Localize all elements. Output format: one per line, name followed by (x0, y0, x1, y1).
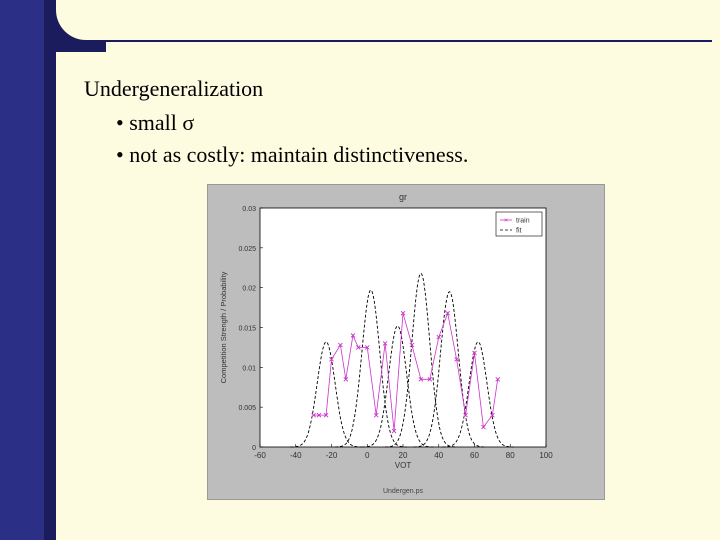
train-point (338, 342, 343, 348)
figure-caption: Undergen.ps (383, 488, 424, 495)
y-tick-label: 0.015 (238, 326, 256, 333)
train-point (343, 376, 349, 382)
y-tick-label: 0 (252, 445, 256, 452)
train-point (445, 310, 451, 316)
fit-curve-4 (385, 272, 457, 448)
train-point (481, 424, 486, 430)
y-tick-label: 0.01 (242, 365, 256, 372)
train-point (311, 412, 316, 418)
chart-figure: gr -60 -40 -20 0 20 40 60 80 100 0 0.005 0.01 0.015 0.… (207, 184, 605, 500)
x-tick-label: 20 (399, 451, 408, 460)
y-tick-label: 0.025 (238, 246, 256, 253)
fit-curve-3 (361, 325, 434, 448)
bullet-not-as-costly: • not as costly: maintain distinctivenes… (116, 142, 469, 167)
legend-fit-label: fit (516, 228, 522, 235)
train-point (436, 334, 442, 340)
train-point (490, 412, 495, 418)
plot-area (259, 207, 547, 448)
x-tick-label: -20 (326, 451, 338, 460)
legend-box (495, 211, 543, 237)
train-point (472, 350, 477, 356)
train-point (373, 412, 379, 418)
fit-curve-5 (413, 291, 486, 448)
x-tick-label: 60 (470, 451, 479, 460)
train-series-line (313, 311, 499, 432)
train-point (391, 428, 397, 434)
x-tick-label: -40 (290, 451, 302, 460)
train-point (418, 376, 424, 382)
legend-train-label: train (516, 218, 530, 225)
train-point (427, 376, 433, 382)
train-point (463, 412, 468, 418)
vot-chart: gr -60 -40 -20 0 20 40 60 80 100 0 0.005 0.01 0.015 0.… (219, 192, 553, 495)
legend-train-marker: × (504, 218, 508, 225)
x-tick-label: 100 (539, 451, 553, 460)
bullet-small-sigma: • small σ (116, 110, 195, 135)
x-tick-label: 0 (365, 451, 370, 460)
x-tick-label: -60 (254, 451, 266, 460)
y-tick-label: 0.005 (238, 405, 256, 412)
train-point (323, 412, 329, 418)
slide-heading: Undergeneralization (84, 76, 264, 101)
y-tick-label: 0.03 (242, 206, 256, 213)
chart-title: gr (399, 192, 407, 202)
left-accent-bar (0, 0, 44, 540)
left-accent-stripe (44, 0, 56, 540)
train-point (400, 310, 406, 316)
x-tick-label: 40 (434, 451, 443, 460)
train-point (382, 341, 388, 346)
fit-curve-1 (290, 341, 362, 448)
y-tick-label: 0.02 (242, 286, 256, 293)
train-point (454, 357, 459, 362)
train-point (495, 376, 501, 382)
train-point (355, 345, 361, 350)
train-point (350, 333, 356, 338)
train-point (316, 412, 322, 418)
fit-curve-6 (442, 341, 514, 448)
top-divider (92, 40, 712, 42)
train-point (364, 345, 370, 350)
y-axis-label: Competition Strength / Probability (219, 271, 228, 383)
train-point (409, 342, 415, 348)
x-axis-label: VOT (395, 461, 412, 470)
train-point (329, 357, 334, 362)
x-tick-label: 80 (506, 451, 515, 460)
